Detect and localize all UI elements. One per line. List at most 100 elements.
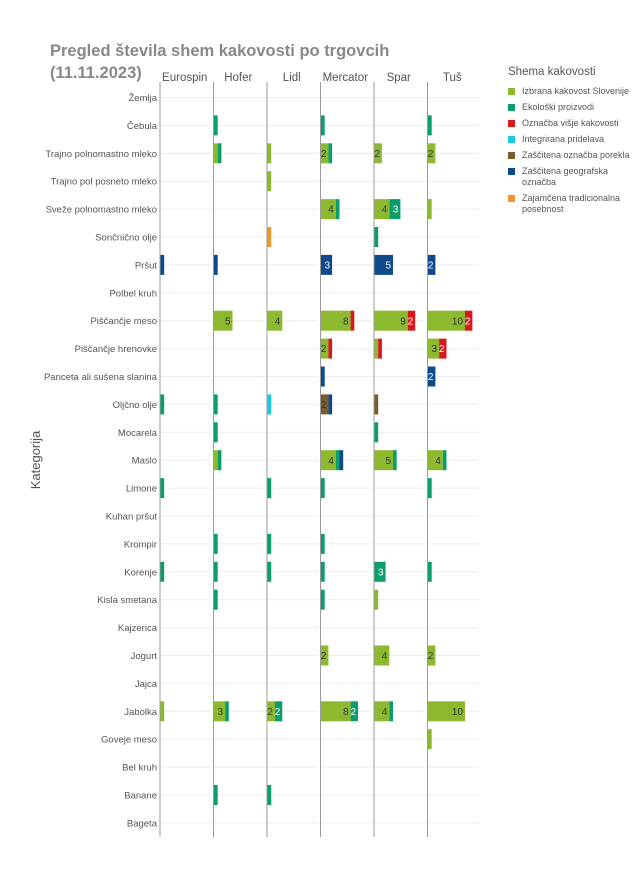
bar-segment [389,701,393,722]
category-label: Goveje meso [101,735,157,746]
title-line-2: (11.11.2023) [50,64,142,82]
bar-segment [374,422,379,443]
bar-value-label: 2 [275,707,281,718]
category-label: Pršut [135,260,158,271]
bar-value-label: 4 [275,316,281,327]
bar-segment [214,310,233,331]
bar-segment [321,645,329,666]
bar-segment [428,450,443,471]
bar-segment [214,143,218,164]
bar-segment [428,254,436,275]
bar-segment [374,701,390,722]
category-label: Korenje [124,567,157,578]
bar-value-label: 2 [321,149,327,160]
category-label: Jabolka [124,707,157,718]
bar-segment [374,143,382,164]
bar-value-label: 2 [267,707,273,718]
category-label: Kajzerica [118,623,158,634]
category-label: Kisla smetana [97,595,157,606]
bar-segment [428,338,440,359]
bar-segment [374,199,390,220]
bar-segment [321,450,336,471]
category-label: Krompir [124,539,157,550]
bar-segment [321,701,351,722]
bar-segment [374,254,393,275]
bar-segment [374,561,386,582]
bar-value-label: 2 [428,261,434,272]
bar-segment [267,533,272,554]
category-label: Bageta [127,818,158,829]
legend-label: Zaščitena označba porekla [522,150,630,160]
category-label: Panceta ali sušena slanina [44,372,158,383]
bar-segment [374,589,379,610]
bar-value-label: 3 [378,567,384,578]
category-label: Piščančje hrenovke [75,344,157,355]
bar-segment [321,115,325,136]
category-label: Žemlja [128,93,157,104]
bar-segment [274,701,283,722]
category-label: Piščančje meso [90,316,157,327]
bar-segment [160,478,165,499]
category-label: Jogurt [131,651,158,662]
bar-segment [160,254,165,275]
bar-segment [442,450,447,471]
legend-item: Označba višje kakovosti [508,118,638,129]
bar-segment [267,561,272,582]
bar-segment [428,645,436,666]
bar-segment [350,701,358,722]
bar-value-label: 2 [428,149,434,160]
bar-value-label: 2 [374,149,380,160]
bar-value-label: 2 [428,651,434,662]
bar-segment [374,645,390,666]
category-label: Čebula [127,121,158,132]
bar-segment [428,115,432,136]
legend-label: Ekološki proizvodi [522,102,595,112]
bar-segment [214,533,218,554]
legend-label: Izbrana kakovost Slovenije [522,86,630,96]
facet-header: Lidl [283,72,301,84]
bar-value-label: 2 [439,344,445,355]
bar-value-label: 8 [343,316,349,327]
bar-segment [321,589,325,610]
bar-segment [374,310,408,331]
facet-header: Eurospin [162,72,207,84]
legend-swatch [508,136,515,143]
bar-segment [335,199,340,220]
facet-header: Tuš [443,72,462,84]
bar-value-label: 9 [400,316,406,327]
bar-value-label: 5 [385,261,391,272]
bar-value-label: 2 [321,344,327,355]
bar-segment [328,143,333,164]
bar-segment [428,729,432,750]
bar-segment [321,254,333,275]
legend-item: Izbrana kakovost Slovenije [508,86,638,97]
bar-segment [217,450,222,471]
bar-value-label: 5 [225,316,231,327]
bar-segment [214,701,226,722]
category-label: Limone [126,484,157,495]
bar-segment [267,701,275,722]
bar-segment [214,394,218,415]
bar-segment [428,561,432,582]
bar-value-label: 3 [432,344,438,355]
bar-segment [267,478,272,499]
bar-value-label: 3 [325,261,331,272]
bar-value-label: 2 [321,651,327,662]
category-label: Jajca [135,679,158,690]
legend-item: Zajamčena tradicionalna posebnost [508,193,638,215]
bar-segment [214,422,218,443]
bar-value-label: 2 [321,400,327,411]
bar-value-label: 4 [435,456,441,467]
bar-value-label: 4 [328,456,334,467]
bar-segment [328,338,333,359]
bar-segment [389,199,401,220]
legend-title: Shema kakovosti [508,66,596,78]
bar-segment [225,701,229,722]
category-label: Trajno pol posneto mleko [51,177,157,188]
legend-label: Označba višje kakovosti [522,118,619,128]
legend-label: Zaščitena geografska označba [522,166,609,187]
bar-segment [321,143,329,164]
bar-segment [439,338,447,359]
bar-value-label: 2 [350,707,356,718]
legend-item: Integrirana pridelava [508,134,638,145]
